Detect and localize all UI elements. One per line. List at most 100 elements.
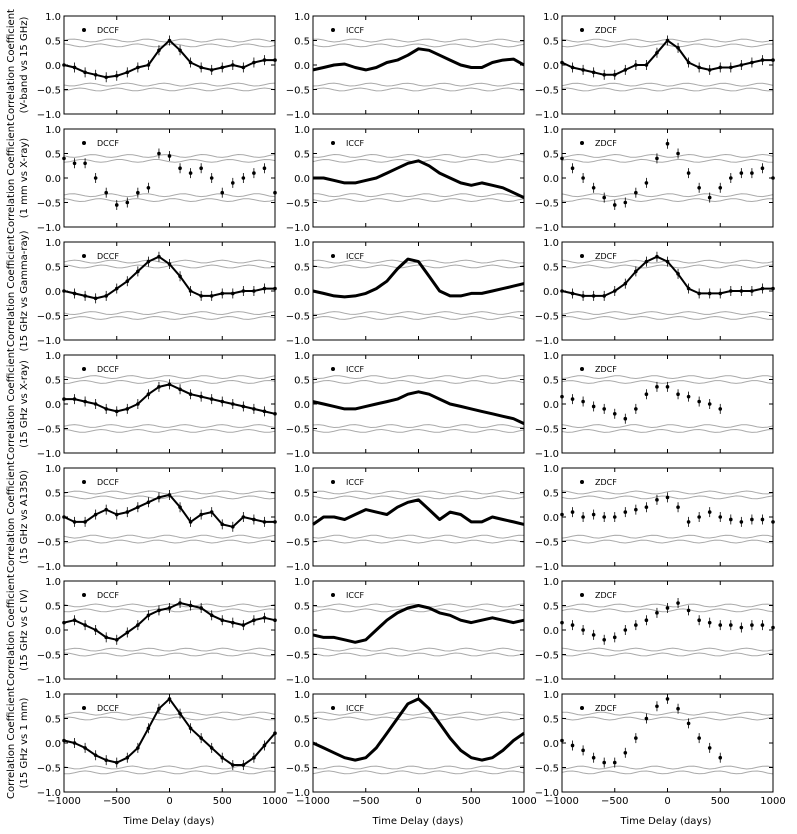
significance-level-line [312, 43, 525, 48]
y-tick-label: 0.5 [294, 602, 310, 613]
data-point [72, 397, 77, 401]
significance-level-line [561, 539, 774, 544]
data-point [83, 294, 87, 298]
data-point [157, 608, 161, 613]
x-tick-label: −500 [601, 796, 628, 807]
data-point [178, 48, 182, 53]
significance-level-line [312, 38, 525, 43]
legend-marker [580, 706, 584, 710]
data-point [570, 166, 575, 170]
significance-level-line [64, 770, 276, 775]
significance-level-line [312, 647, 524, 652]
y-tick-label: 1.0 [45, 690, 61, 701]
y-tick-label: 0.5 [294, 715, 310, 726]
panel-grid: 1.0 0.5 0.0 −0.5 −1.0 DCCF Correlation Coeffic… [6, 9, 786, 807]
panel-row2-zdcf: 1.0 0.5 0.0 −0.5 −1.0 ZDCF [535, 125, 775, 234]
data-point [136, 402, 140, 406]
y-tick-label: 1.0 [45, 238, 61, 249]
panel-row7-zdcf: 1.0 0.5 0.0 −0.5 −1.0−1000 −500 0 500 1000 ZDCF [535, 690, 786, 807]
data-point [125, 755, 130, 760]
significance-level-line [63, 158, 276, 163]
y-tick-label: −1.0 [286, 449, 310, 460]
y-tick-label: −1.0 [286, 788, 310, 799]
data-point [591, 633, 596, 637]
data-point [760, 623, 765, 627]
data-point [602, 638, 606, 642]
y-tick-label: 0.5 [294, 376, 310, 387]
data-point [72, 291, 77, 296]
data-point [623, 751, 628, 755]
y-tick-label: 1.0 [45, 125, 61, 136]
legend-label: ZDCF [595, 704, 617, 713]
x-tick-label: −500 [352, 796, 379, 807]
panel-row3-iccf: 1.0 0.5 0.0 −0.5 −1.0 ICCF [286, 238, 525, 347]
significance-level-line [561, 716, 774, 721]
data-point [114, 638, 119, 642]
data-point [676, 706, 680, 711]
significance-level-line [561, 82, 774, 87]
significance-level-line [313, 193, 525, 198]
data-point [252, 60, 256, 65]
data-point [114, 512, 119, 517]
data-point [623, 200, 628, 205]
data-point [729, 517, 733, 522]
data-point [262, 743, 267, 748]
legend-label: ZDCF [595, 26, 617, 35]
data-point [760, 58, 765, 62]
data-point [252, 407, 256, 411]
y-tick-label: 0.5 [294, 263, 310, 274]
significance-level-line [561, 193, 774, 198]
data-point [591, 294, 596, 298]
y-tick-label: −1.0 [535, 675, 559, 686]
significance-level-line [561, 647, 774, 652]
x-tick-label: 500 [462, 796, 481, 807]
data-point [612, 412, 617, 416]
significance-level-line [63, 428, 276, 433]
data-point [707, 402, 712, 406]
data-point [178, 166, 182, 170]
y-tick-label: 1.0 [543, 464, 559, 475]
data-point [72, 618, 77, 622]
y-tick-label: 1.0 [543, 690, 559, 701]
y-tick-label: −1.0 [286, 223, 310, 234]
y-tick-label: 1.0 [45, 464, 61, 475]
data-point [136, 269, 140, 274]
data-point [623, 416, 628, 421]
data-point [623, 628, 628, 632]
significance-level-line [312, 424, 525, 429]
data-point [146, 613, 151, 618]
correlation-series-line [312, 47, 525, 72]
y-tick-label: 0.0 [45, 174, 61, 185]
data-point [644, 618, 649, 622]
data-point [686, 286, 691, 291]
legend-label: DCCF [97, 26, 119, 35]
y-tick-label: 0.5 [45, 489, 61, 500]
data-point [209, 613, 214, 618]
data-point [83, 520, 87, 524]
x-axis-label-col2: Time Delay (days) [372, 816, 464, 827]
data-point [655, 385, 659, 389]
data-point [665, 141, 670, 146]
legend-marker [82, 141, 86, 145]
data-point [72, 161, 77, 166]
legend-label: ICCF [346, 139, 365, 148]
y-tick-label: 0.5 [543, 715, 559, 726]
data-point [634, 190, 638, 195]
data-point [241, 623, 246, 627]
data-point [93, 512, 98, 517]
y-tick-label: 0.5 [543, 602, 559, 613]
x-tick-label: 0 [415, 796, 421, 807]
y-tick-label: −0.5 [286, 425, 310, 436]
data-point [612, 760, 617, 765]
legend-marker [580, 28, 584, 32]
data-point [707, 195, 712, 200]
y-axis-label: Correlation Coefficient [6, 122, 17, 234]
data-point [591, 755, 596, 760]
data-point [178, 505, 182, 510]
significance-level-line [63, 198, 276, 203]
data-point [167, 262, 172, 266]
y-tick-label: −0.5 [37, 86, 61, 97]
data-point [72, 741, 77, 745]
data-point [231, 402, 235, 406]
